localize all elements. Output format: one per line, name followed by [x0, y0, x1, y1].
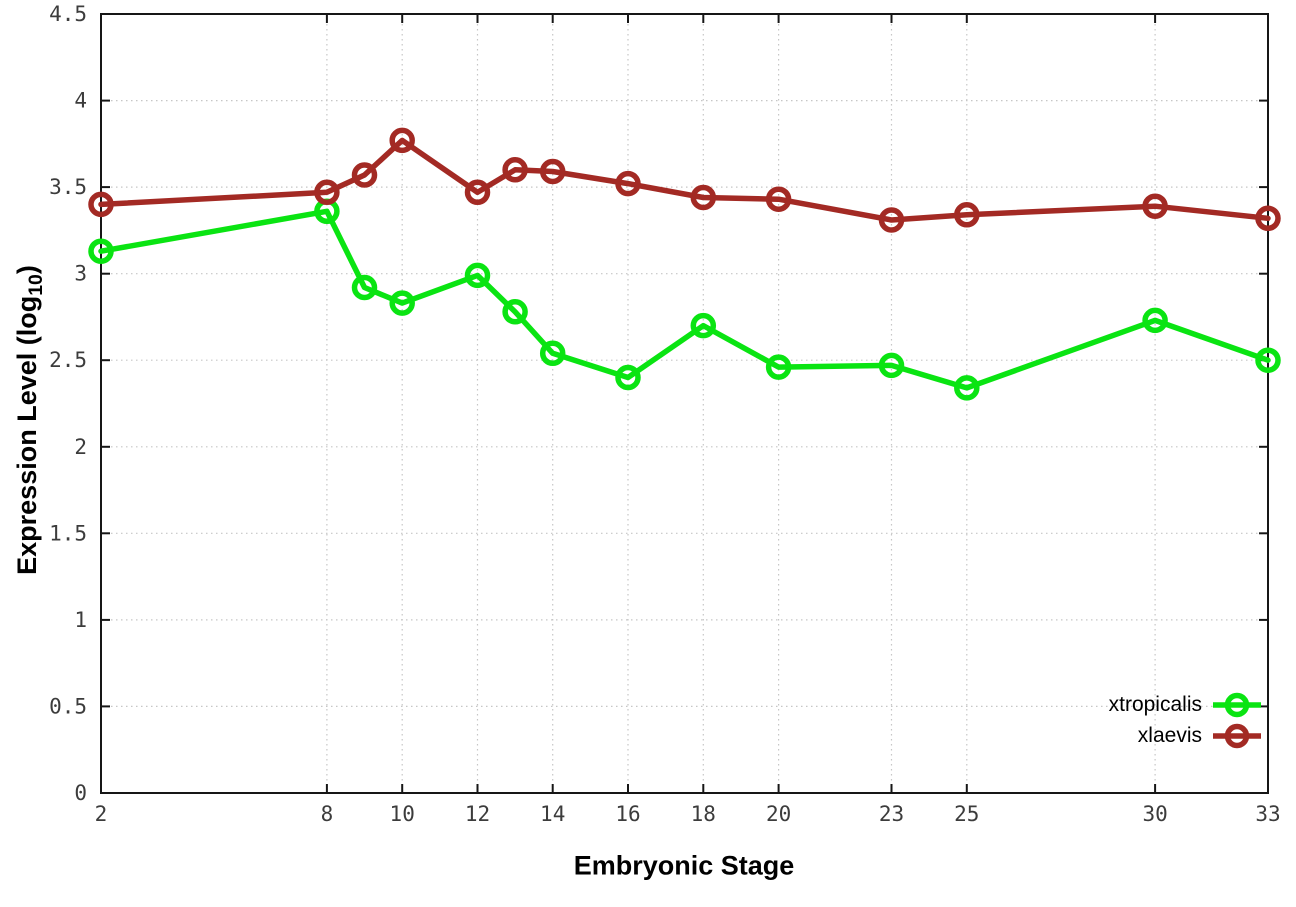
- data-point-xlaevis: [615, 170, 641, 197]
- series-line-xtropicalis: [98, 208, 1271, 391]
- series-line-xlaevis: [98, 137, 1271, 223]
- data-point-xlaevis: [351, 162, 378, 188]
- data-point-xtropicalis: [389, 290, 415, 316]
- y-tick-label: 1.5: [49, 521, 87, 545]
- data-point-xlaevis: [389, 127, 415, 154]
- data-point-xtropicalis: [1255, 347, 1281, 373]
- data-point-xlaevis: [1142, 193, 1168, 219]
- legend-label-xlaevis: xlaevis: [1137, 723, 1202, 747]
- y-tick-label: 4: [74, 89, 87, 113]
- data-point-xlaevis: [1255, 205, 1281, 232]
- y-tick-label: 0: [74, 781, 87, 805]
- legend-item-xlaevis: xlaevis: [1138, 720, 1262, 751]
- x-tick-label: 30: [1142, 802, 1167, 826]
- x-axis-title: Embryonic Stage: [573, 850, 795, 881]
- data-point-xtropicalis: [1142, 307, 1168, 334]
- y-axis-title-close: ): [11, 265, 42, 275]
- data-point-xtropicalis: [502, 299, 528, 325]
- x-tick-label: 20: [766, 802, 791, 826]
- data-point-xtropicalis: [765, 354, 792, 380]
- y-tick-label: 1: [74, 608, 87, 632]
- data-point-xlaevis: [765, 186, 792, 212]
- data-point-xtropicalis: [351, 274, 378, 301]
- x-tick-label: 12: [465, 802, 490, 826]
- data-point-xtropicalis: [878, 352, 905, 379]
- x-tick-label: 16: [615, 802, 640, 826]
- data-point-xlaevis: [690, 184, 717, 211]
- data-point-xlaevis: [502, 157, 528, 183]
- x-tick-label: 14: [540, 802, 565, 826]
- data-point-xtropicalis: [954, 375, 980, 401]
- legend-item-xtropicalis: xtropicalis: [1109, 689, 1262, 720]
- y-axis-title-subscript: 10: [25, 274, 48, 296]
- x-tick-label: 10: [390, 802, 415, 826]
- data-point-xlaevis: [88, 191, 114, 218]
- legend-marker-xlaevis-icon: [1213, 723, 1261, 748]
- data-point-xlaevis: [878, 207, 905, 233]
- legend-marker-xtropicalis-icon: [1213, 692, 1261, 717]
- y-tick-label: 2: [74, 435, 87, 459]
- y-axis-title: Expression Level (log10): [12, 265, 48, 575]
- data-point-xlaevis: [464, 179, 491, 206]
- data-point-xtropicalis: [615, 364, 641, 391]
- y-tick-label: 2.5: [49, 348, 87, 372]
- x-tick-label: 2: [95, 802, 108, 826]
- data-point-xtropicalis: [539, 340, 566, 367]
- x-tick-label: 18: [691, 802, 716, 826]
- y-tick-label: 3: [74, 262, 87, 286]
- data-point-xtropicalis: [690, 312, 717, 339]
- x-tick-label: 33: [1255, 802, 1280, 826]
- x-tick-label: 25: [954, 802, 979, 826]
- data-point-xtropicalis: [88, 238, 114, 264]
- data-point-xtropicalis: [464, 262, 491, 289]
- y-tick-label: 3.5: [49, 175, 87, 199]
- y-axis-title-text: Expression Level (log: [11, 295, 42, 575]
- x-tick-label: 8: [321, 802, 334, 826]
- y-tick-label: 4.5: [49, 2, 87, 26]
- data-point-xlaevis: [539, 158, 566, 185]
- data-point-xlaevis: [954, 202, 980, 228]
- legend-label-xtropicalis: xtropicalis: [1108, 692, 1202, 716]
- data-point-xlaevis: [314, 179, 340, 206]
- legend: xtropicalis xlaevis: [1109, 689, 1262, 751]
- y-tick-label: 0.5: [49, 694, 87, 718]
- x-tick-label: 23: [879, 802, 904, 826]
- plot-border: [100, 13, 1269, 794]
